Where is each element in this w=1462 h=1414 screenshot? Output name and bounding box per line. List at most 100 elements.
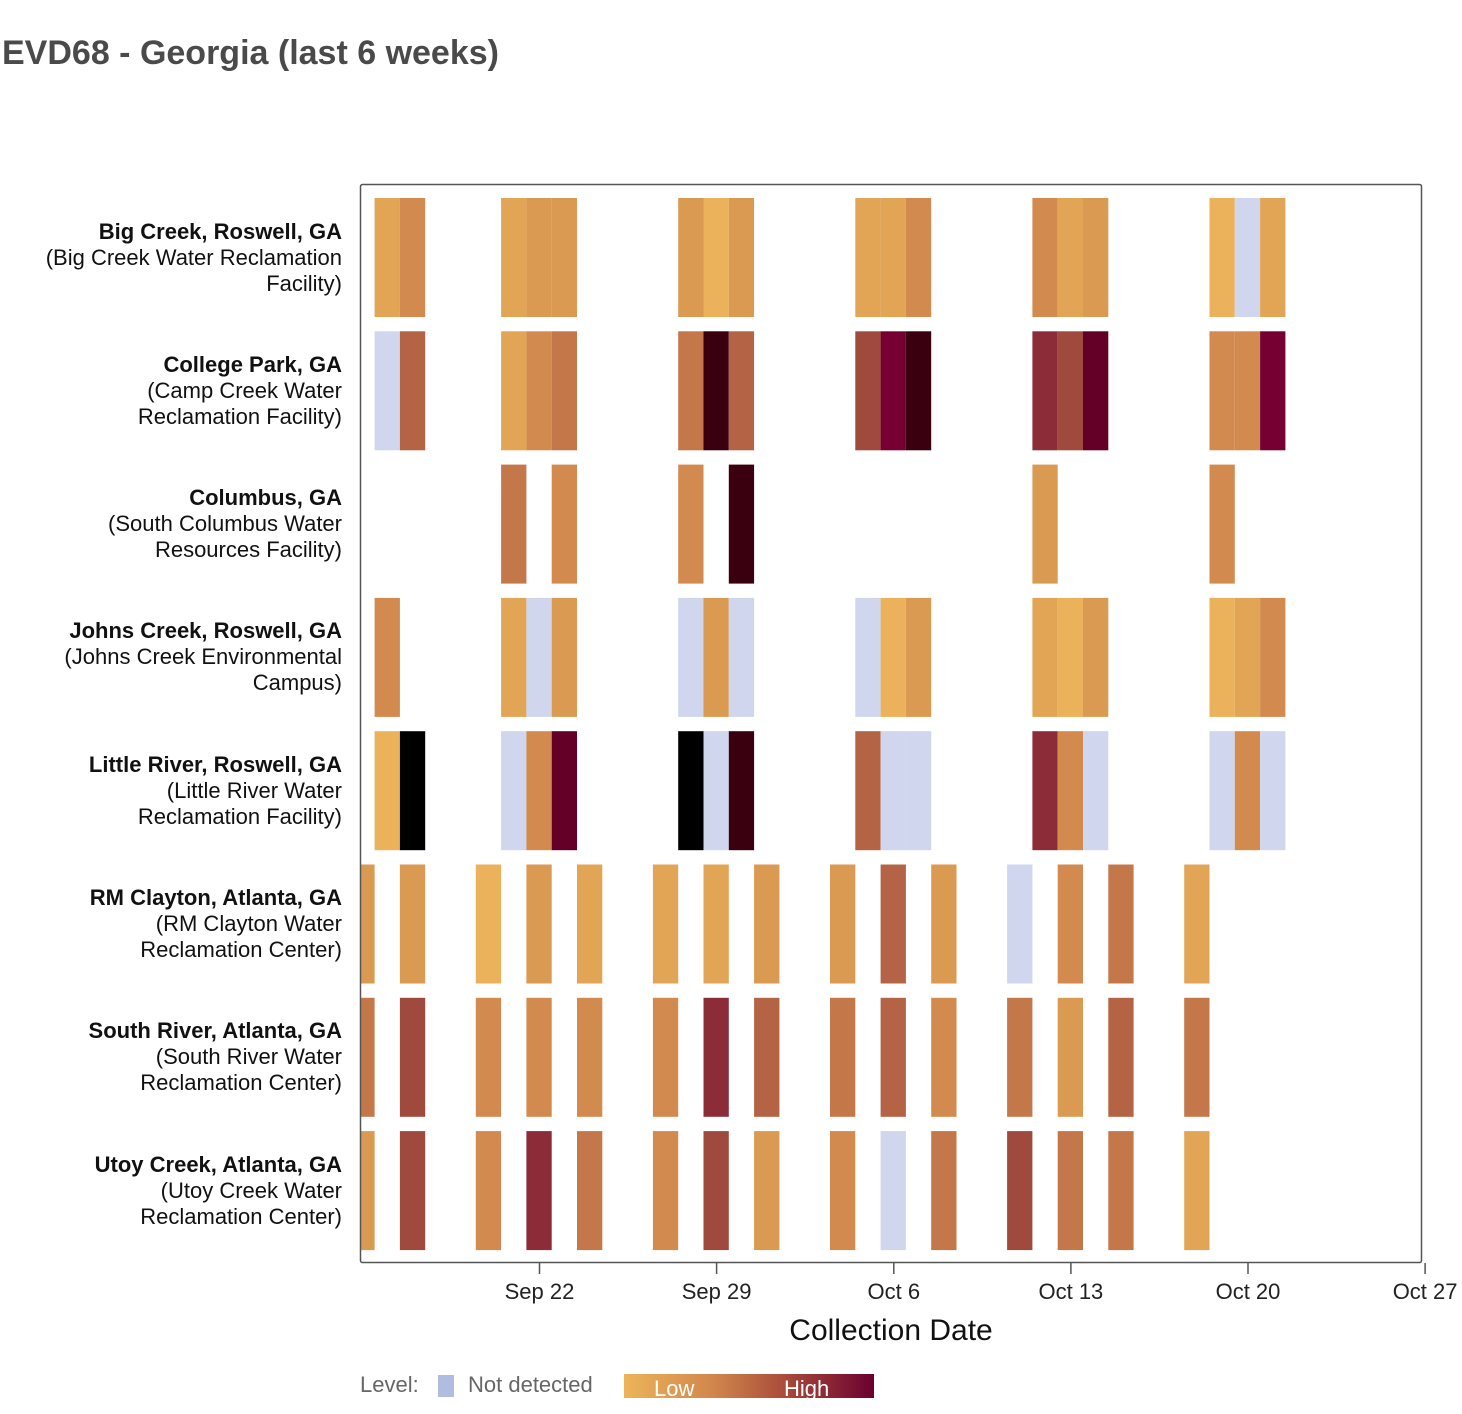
site-facility: (South Columbus Water Resources Facility… [108,511,342,563]
site-label: Johns Creek, Roswell, GA (Johns Creek Env… [42,618,342,696]
heatmap-cell [880,731,906,851]
heatmap-cell [374,198,400,317]
heatmap-cell [1234,331,1261,451]
x-axis-title: Collection Date [789,1314,993,1347]
x-tick-label: Oct 13 [1038,1279,1103,1304]
heatmap-cell [931,1131,957,1251]
not-detected-swatch [438,1375,454,1397]
site-label: South River, Atlanta, GA (South River Wat… [42,1018,342,1096]
heatmap-cell [1184,1131,1210,1251]
heatmap-cell [374,597,400,717]
heatmap-cell [1260,731,1286,851]
heatmap-cell [880,331,906,451]
heatmap-cell [475,997,502,1117]
heatmap-cell [728,198,755,317]
heatmap-cell [905,331,932,451]
heatmap-cell [1209,331,1235,451]
heatmap-cell [1032,331,1058,451]
heatmap-cell [1108,864,1134,984]
heatmap-cell [905,731,932,851]
heatmap-cell [1108,1131,1134,1251]
heatmap-cell [931,997,957,1117]
heatmap-cell [1209,597,1235,717]
heatmap-cell [830,1131,856,1251]
site-facility: (Little River Water Reclamation Facility… [137,777,342,829]
heatmap-cell [501,331,527,451]
site-facility: (Johns Creek Environmental Campus) [64,644,342,696]
heatmap-cell [652,997,679,1117]
x-tick-label: Sep 22 [505,1279,575,1304]
heatmap-cell [1234,731,1261,851]
heatmap-cell [855,198,881,317]
site-label: Big Creek, Roswell, GA (Big Creek Water R… [42,219,342,297]
heatmap-cell [361,997,375,1117]
x-tick-label: Oct 6 [868,1279,921,1304]
heatmap-cell [526,997,552,1117]
heatmap-cell [678,597,704,717]
heatmap-cell [1184,864,1210,984]
site-name: Little River, Roswell, GA [88,751,342,777]
heatmap-cell [855,731,881,851]
heatmap-cell [577,864,603,984]
chart-title: EVD68 - Georgia (last 6 weeks) [2,34,499,72]
heatmap-cell [728,731,755,851]
heatmap-cell [830,864,856,984]
heatmap-cell [1234,198,1261,317]
heatmap-cell [855,597,881,717]
site-label: Columbus, GA (South Columbus Water Resour… [42,485,342,563]
heatmap-cell [1007,997,1033,1117]
heatmap-cell [1234,597,1261,717]
heatmap-cell [1083,597,1109,717]
legend-high-label: High [784,1376,830,1401]
heatmap-cell [728,331,755,451]
heatmap-cell [880,198,906,317]
heatmap-cell [1007,1131,1033,1251]
site-facility: (Camp Creek Water Reclamation Facility) [137,377,342,429]
heatmap-cell [931,864,957,984]
heatmap-cell [361,864,375,984]
heatmap-cell [1108,997,1134,1117]
heatmap-cell [855,331,881,451]
site-facility: (Big Creek Water Reclamation Facility) [45,244,342,296]
heatmap-cell [1057,597,1083,717]
heatmap-cell [703,198,729,317]
heatmap-cell [830,997,856,1117]
heatmap-cell [526,597,552,717]
heatmap-cell [1209,464,1235,584]
heatmap-cell [880,597,906,717]
heatmap-cell [399,198,426,317]
heatmap-cell [526,1131,552,1251]
heatmap-cell [1057,731,1083,851]
heatmap-cell [1083,198,1109,317]
x-tick-label: Sep 29 [682,1279,752,1304]
x-tick-label: Oct 20 [1216,1279,1281,1304]
heatmap-cell [399,731,426,851]
heatmap-cell [703,997,729,1117]
heatmap-cell [551,331,577,451]
heatmap-cell [703,331,729,451]
site-name: Columbus, GA [189,485,342,511]
heatmap-cell [551,198,577,317]
site-name: RM Clayton, Atlanta, GA [89,885,342,910]
heatmap-cell [754,997,780,1117]
heatmap-cell [1032,198,1058,317]
legend-not-detected-label: Not detected [468,1372,593,1397]
heatmap-cell [678,198,704,317]
site-name: College Park, GA [163,351,342,377]
heatmap-cell [678,331,704,451]
heatmap-cell [526,864,552,984]
heatmap-cell [1032,731,1058,851]
heatmap-cell [1032,597,1058,717]
heatmap-cell [880,1131,906,1251]
heatmap-cell [754,864,780,984]
site-facility: (Utoy Creek Water Reclamation Center) [140,1177,342,1229]
heatmap-cell [1057,331,1083,451]
heatmap-cell [905,597,932,717]
legend-low-label: Low [654,1376,695,1401]
heatmap-cell [678,464,704,584]
heatmap-cell [1057,198,1083,317]
heatmap-cell [501,731,527,851]
heatmap-cell [374,731,400,851]
heatmap-cell [526,331,552,451]
